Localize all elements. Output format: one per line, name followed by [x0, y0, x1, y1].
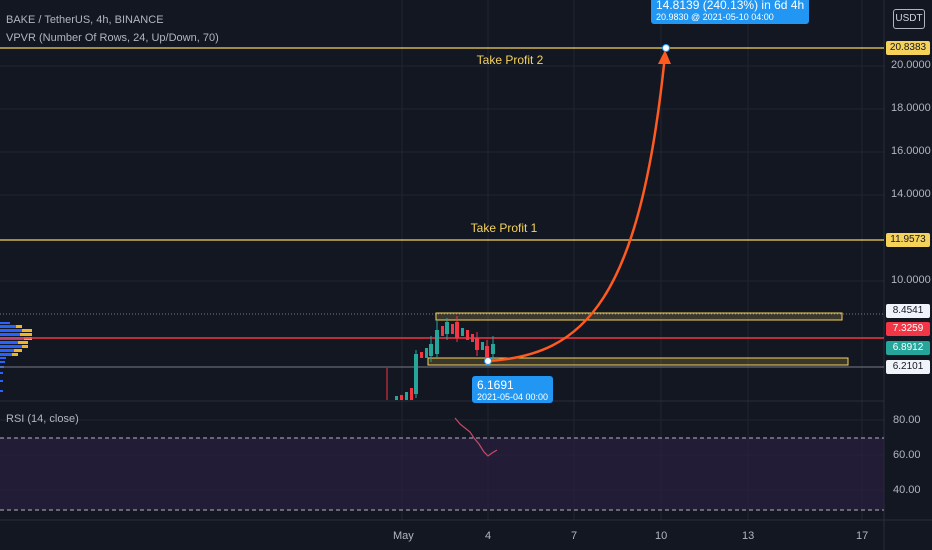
target-tooltip-sub: 20.9830 @ 2021-05-10 04:00	[656, 12, 774, 22]
price-tick: 18.0000	[891, 102, 931, 114]
indicator-title[interactable]: VPVR (Number Of Rows, 24, Up/Down, 70)	[6, 32, 219, 44]
upper-price-tag: 8.4541	[886, 304, 930, 318]
rsi-line	[454, 417, 498, 457]
target-point[interactable]	[662, 44, 670, 52]
rsi-tick: 40.00	[893, 484, 921, 496]
currency-button[interactable]: USDT	[893, 9, 925, 29]
time-label: 7	[571, 530, 578, 542]
lower-price-tag: 6.2101	[886, 360, 930, 374]
price-tick: 14.0000	[891, 188, 931, 200]
take-profit-1-label: Take Profit 1	[470, 221, 538, 235]
volume-profile	[0, 322, 32, 392]
time-label: 4	[485, 530, 492, 542]
resistance-zone[interactable]	[435, 312, 843, 321]
support-zone[interactable]	[427, 357, 849, 366]
time-label: 13	[742, 530, 755, 542]
rsi-title[interactable]: RSI (14, close)	[6, 413, 79, 425]
candles	[386, 316, 495, 400]
last-price-tag: 6.8912	[886, 341, 930, 355]
target-tooltip-main: 14.8139 (240.13%) in 6d 4h	[656, 0, 805, 12]
rsi-tick: 80.00	[893, 414, 921, 426]
rsi-band	[0, 438, 884, 510]
time-label: 17	[856, 530, 869, 542]
start-tooltip-sub: 2021-05-04 00:00	[477, 392, 549, 402]
price-grid	[0, 65, 884, 491]
arrowhead-icon	[658, 50, 671, 64]
price-tick: 16.0000	[891, 145, 931, 157]
rsi-tick: 60.00	[893, 449, 921, 461]
start-tooltip-main: 6.1691	[477, 378, 514, 392]
current-price-tag: 7.3259	[886, 322, 930, 336]
symbol-title[interactable]: BAKE / TetherUS, 4h, BINANCE	[6, 14, 164, 26]
price-tick: 10.0000	[891, 274, 931, 286]
time-label: 10	[655, 530, 668, 542]
target-tooltip[interactable]: 14.8139 (240.13%) in 6d 4h 20.9830 @ 202…	[651, 0, 810, 24]
start-point[interactable]	[484, 357, 492, 365]
tp1-price-tag: 11.9573	[886, 233, 930, 247]
take-profit-2-label: Take Profit 2	[476, 53, 544, 67]
projection-arrow[interactable]	[487, 54, 667, 363]
price-tick: 20.0000	[891, 59, 931, 71]
tp2-price-tag: 20.8383	[886, 41, 930, 55]
time-label: May	[393, 530, 414, 542]
start-tooltip[interactable]: 6.1691 2021-05-04 00:00	[472, 376, 554, 403]
